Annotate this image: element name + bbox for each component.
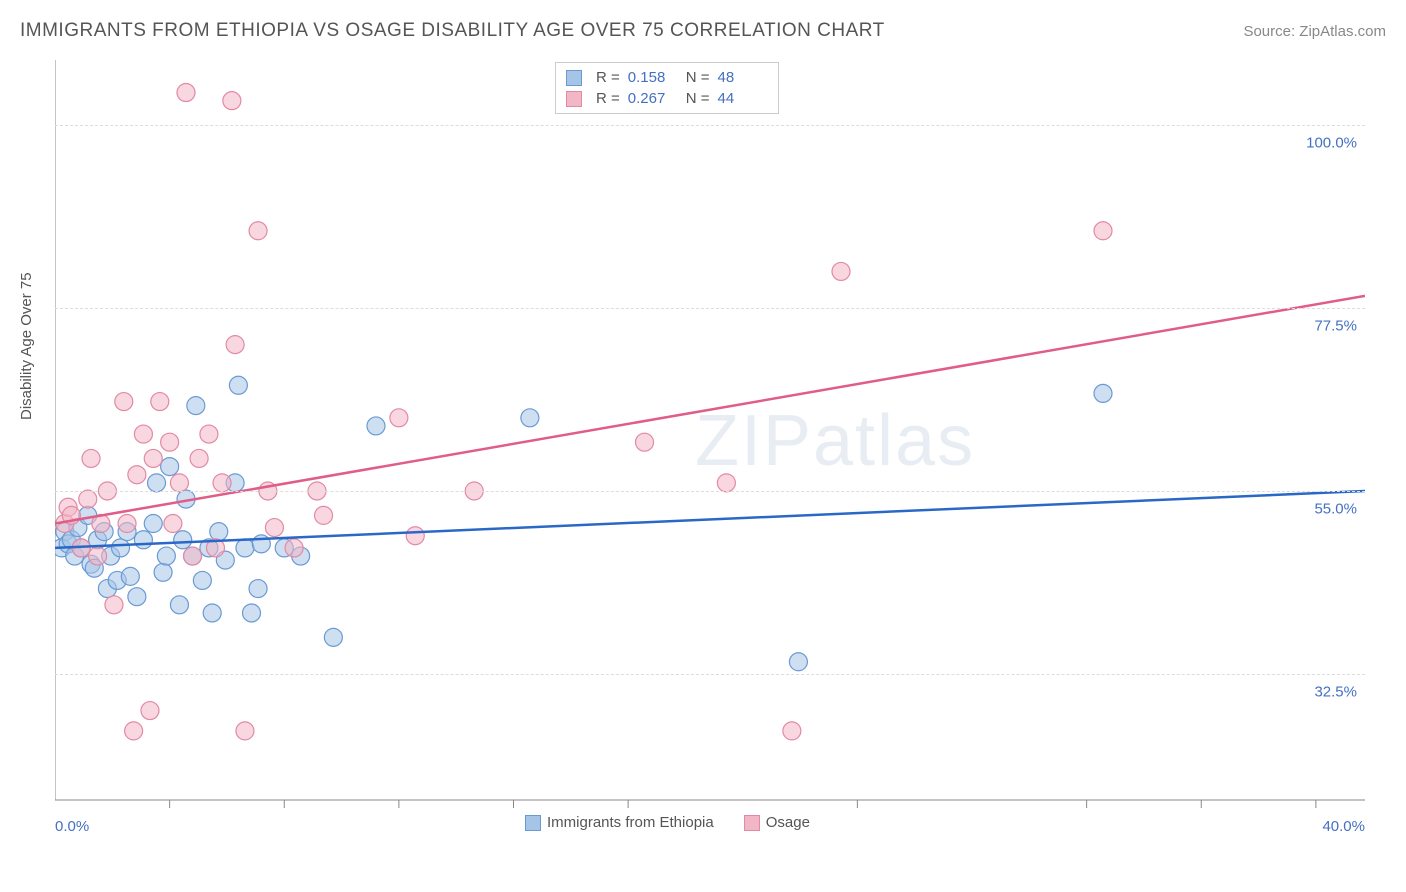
source-label: Source: ZipAtlas.com bbox=[1243, 23, 1386, 40]
x-axis-max-label: 40.0% bbox=[1322, 818, 1365, 835]
legend-label: Osage bbox=[766, 814, 810, 831]
stat-legend: R =0.158N =48R =0.267N =44 bbox=[555, 62, 779, 114]
chart-title: IMMIGRANTS FROM ETHIOPIA VS OSAGE DISABI… bbox=[20, 20, 885, 42]
gridline bbox=[55, 491, 1365, 492]
legend-item: Immigrants from Ethiopia bbox=[525, 814, 714, 831]
x-axis-min-label: 0.0% bbox=[55, 818, 89, 835]
chart-header: IMMIGRANTS FROM ETHIOPIA VS OSAGE DISABI… bbox=[20, 20, 1386, 42]
scatter-plot bbox=[55, 60, 1365, 860]
legend-item: Osage bbox=[744, 814, 810, 831]
legend-swatch bbox=[566, 91, 582, 107]
y-tick-label: 32.5% bbox=[1314, 683, 1357, 700]
legend-label: Immigrants from Ethiopia bbox=[547, 814, 714, 831]
stat-legend-row: R =0.267N =44 bbox=[566, 88, 768, 109]
stat-legend-row: R =0.158N =48 bbox=[566, 67, 768, 88]
y-tick-label: 77.5% bbox=[1314, 318, 1357, 335]
legend-swatch bbox=[525, 815, 541, 831]
legend-swatch bbox=[566, 70, 582, 86]
y-tick-label: 55.0% bbox=[1314, 500, 1357, 517]
gridline bbox=[55, 308, 1365, 309]
y-axis-label: Disability Age Over 75 bbox=[18, 272, 35, 420]
gridline bbox=[55, 674, 1365, 675]
bottom-legend: Immigrants from Ethiopia Osage bbox=[525, 814, 810, 831]
legend-swatch bbox=[744, 815, 760, 831]
gridline bbox=[55, 125, 1365, 126]
chart-area: ZIPatlas Immigrants from EthiopiaOsage R… bbox=[55, 60, 1365, 830]
y-tick-label: 100.0% bbox=[1306, 135, 1357, 152]
